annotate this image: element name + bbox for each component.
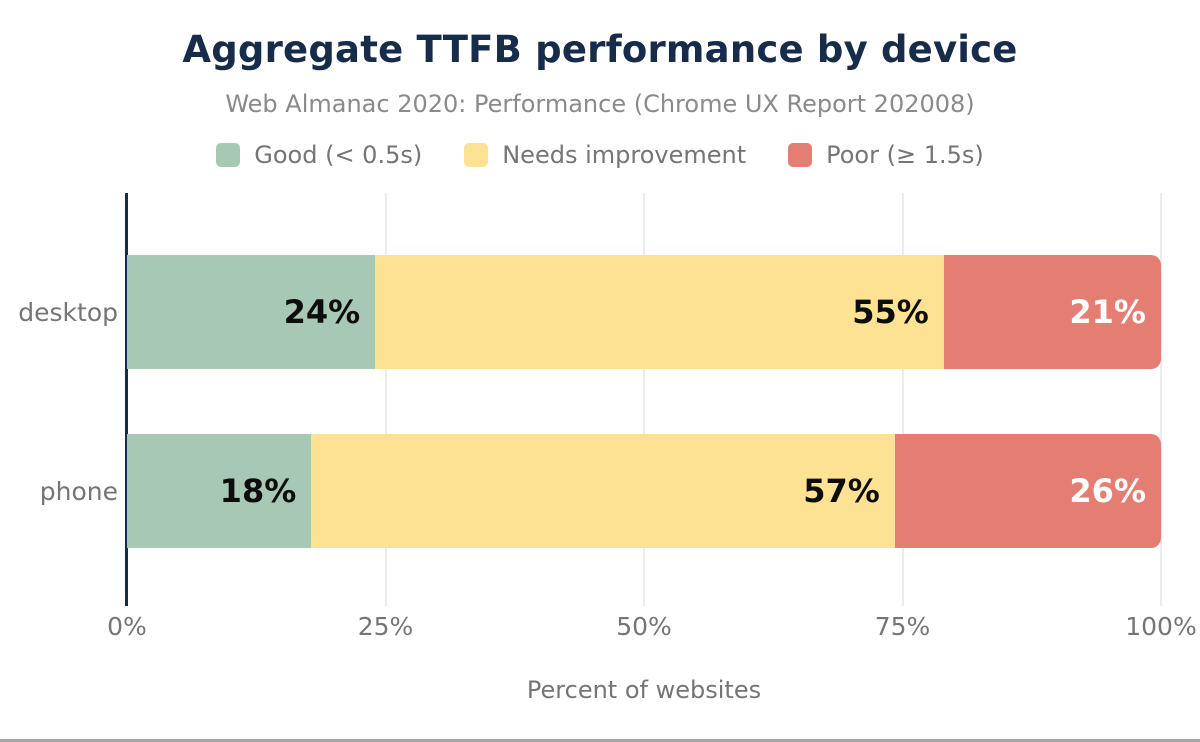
gridline — [384, 193, 387, 606]
bottom-border — [0, 739, 1200, 742]
x-tick-label: 75% — [874, 612, 931, 641]
legend-swatch — [788, 143, 813, 167]
gridline — [1160, 193, 1162, 606]
bar-segment: 24% — [127, 255, 376, 369]
bar-value-label: 55% — [852, 293, 929, 331]
bar-value-label: 24% — [283, 293, 361, 331]
legend-label: Needs improvement — [502, 141, 747, 169]
y-category-label: desktop — [18, 297, 118, 327]
bar-segment: 57% — [311, 434, 895, 548]
bar-value-label: 26% — [1069, 472, 1146, 510]
legend-label: Good (< 0.5s) — [254, 141, 423, 169]
legend-item: Needs improvement — [464, 141, 746, 169]
legend-swatch — [464, 143, 489, 167]
legend: Good (< 0.5s) Needs improvement Poor (≥ 1.… — [0, 141, 1200, 169]
y-category-label: phone — [39, 476, 118, 506]
chart-title: Aggregate TTFB performance by device — [182, 28, 1018, 71]
gridline — [643, 193, 645, 606]
bar-value-label: 21% — [1069, 293, 1146, 331]
legend-label: Poor (≥ 1.5s) — [826, 141, 984, 169]
legend-item: Good (< 0.5s) — [216, 141, 422, 169]
x-tick-label: 100% — [1125, 612, 1197, 641]
x-axis-label: Percent of websites — [526, 676, 762, 704]
plot-area: 24% 55% 21% 18% 57% 26% — [125, 193, 1162, 606]
bar-segment: 55% — [375, 255, 944, 369]
bar-segment: 21% — [943, 255, 1161, 369]
y-axis-line — [125, 193, 128, 606]
gridline — [901, 193, 904, 606]
chart-subtitle: Web Almanac 2020: Performance (Chrome UX… — [225, 90, 975, 118]
bar-value-label: 57% — [803, 472, 880, 510]
x-tick-label: 50% — [616, 612, 672, 641]
x-tick-label: 0% — [107, 612, 147, 641]
bar-segment: 26% — [894, 434, 1161, 548]
bar-segment: 18% — [127, 434, 312, 548]
x-tick-label: 25% — [357, 612, 414, 641]
bar-value-label: 18% — [219, 472, 297, 510]
legend-swatch — [216, 143, 241, 167]
bar-row-desktop: 24% 55% 21% — [127, 255, 1161, 369]
bar-row-phone: 18% 57% 26% — [127, 434, 1161, 548]
legend-item: Poor (≥ 1.5s) — [788, 141, 984, 169]
